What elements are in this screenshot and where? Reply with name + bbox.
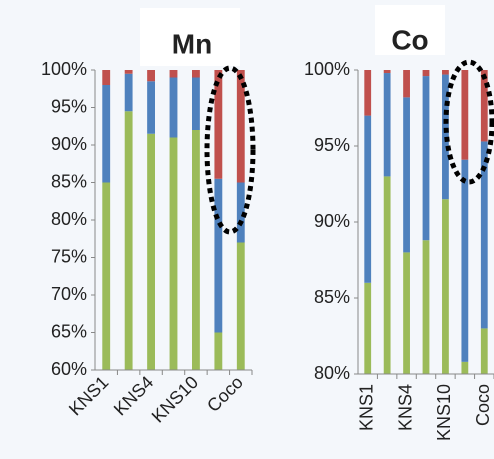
x-tick-label: KNS1 bbox=[65, 372, 112, 419]
bar-segment bbox=[169, 70, 178, 78]
y-tick-label: 95% bbox=[314, 135, 350, 155]
plots: 60% 65% 70% 75% 80% 85% 90% 95% 100% KNS1 KNS4 KNS1… bbox=[41, 59, 494, 441]
title-box bbox=[140, 8, 240, 66]
x-tick-label: KNS10 bbox=[434, 384, 454, 441]
chart-title: Co bbox=[391, 24, 428, 55]
bar-segment bbox=[422, 76, 430, 241]
bar-segment bbox=[442, 199, 449, 374]
y-tick-label: 75% bbox=[51, 246, 87, 266]
chart-title: Mn bbox=[172, 28, 212, 59]
y-tick-label: 85% bbox=[314, 287, 350, 307]
x-tick-label: Coco bbox=[203, 372, 247, 416]
bar-segment bbox=[422, 70, 430, 77]
y-tick-label: 90% bbox=[51, 134, 87, 154]
y-tick-label: 80% bbox=[314, 363, 350, 383]
bar-segment bbox=[461, 159, 469, 362]
bar-segment bbox=[214, 178, 223, 333]
bar-segment bbox=[169, 137, 178, 370]
bar-segment bbox=[364, 282, 372, 374]
bar-segment bbox=[364, 115, 372, 283]
bar-segment bbox=[442, 70, 449, 75]
bar-segment bbox=[102, 85, 111, 183]
title-box bbox=[375, 5, 445, 55]
bar-segment bbox=[383, 73, 391, 177]
highlight bbox=[204, 65, 256, 235]
bar-segment bbox=[480, 328, 488, 374]
bar-segment bbox=[403, 97, 410, 253]
bar-segment bbox=[147, 70, 155, 82]
bar-segment bbox=[192, 130, 200, 370]
bar-segment bbox=[124, 70, 133, 74]
y-tick-label: 90% bbox=[314, 211, 350, 231]
bar-segment bbox=[236, 70, 245, 183]
x-tick-label: KNS1 bbox=[356, 384, 376, 431]
y-tick-label: 95% bbox=[51, 96, 87, 116]
y-tick-label: 70% bbox=[51, 284, 87, 304]
x-tick-label: KNS4 bbox=[395, 384, 415, 431]
bar-segment bbox=[124, 73, 133, 112]
bar-segment bbox=[236, 182, 245, 243]
bar-segment bbox=[214, 70, 223, 179]
x-tick-label: KNS10 bbox=[148, 372, 202, 426]
bar-segment bbox=[192, 77, 200, 130]
x-tick-label: Coco bbox=[473, 384, 493, 426]
highlight bbox=[443, 59, 494, 185]
bar-segment bbox=[236, 242, 245, 370]
bar-segment bbox=[192, 70, 200, 78]
bar-segment bbox=[147, 133, 155, 370]
bar-segment bbox=[169, 77, 178, 138]
bar-segment bbox=[383, 176, 391, 374]
y-tick-label: 60% bbox=[51, 359, 87, 379]
y-tick-label: 85% bbox=[51, 171, 87, 191]
y-tick-label: 80% bbox=[51, 209, 87, 229]
bar-segment bbox=[422, 240, 430, 374]
bar-segment bbox=[147, 81, 155, 134]
bar-segment bbox=[403, 252, 410, 374]
bar-segment bbox=[461, 70, 469, 160]
bar-segment bbox=[383, 70, 391, 74]
bar-segment bbox=[102, 70, 111, 85]
y-tick-label: 65% bbox=[51, 321, 87, 341]
bar-segment bbox=[403, 70, 410, 98]
y-tick-label: 100% bbox=[304, 59, 350, 79]
bar-segment bbox=[214, 332, 223, 370]
y-tick-label: 100% bbox=[41, 59, 87, 79]
bar-segment bbox=[364, 70, 372, 116]
bar-segment bbox=[480, 141, 488, 329]
bar-segment bbox=[461, 361, 469, 374]
bar-segment bbox=[124, 111, 133, 370]
bar-segment bbox=[102, 182, 111, 370]
bar-segment bbox=[480, 70, 488, 142]
